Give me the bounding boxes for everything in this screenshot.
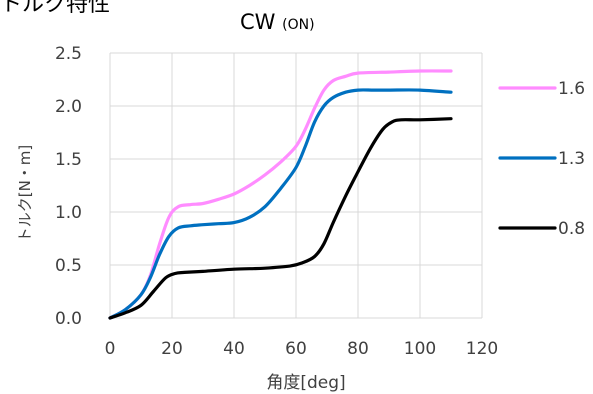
axes: 0.0 0.5 1.0 1.5 2.0 2.5 0 20 40 60 80 100 120 角度[deg]… [16,44,498,393]
y-axis-title: トルク[N・m] [16,145,34,243]
y-tick-label: 0.0 [55,309,82,329]
series-line-0.8 [108,117,453,320]
x-tick-label: 120 [466,339,498,359]
series-line-1.6 [108,69,453,320]
header-title-partial: トルク特性 [0,0,111,17]
x-tick-label: 40 [223,339,245,359]
chart-title: CW (ON) [240,10,315,34]
y-tick-label: 2.0 [55,97,82,117]
legend-label: 0.8 [558,219,585,239]
legend-label: 1.3 [558,149,585,169]
x-tick-label: 60 [285,339,307,359]
series-line-1.3 [108,88,453,320]
legend: 1.6 1.3 0.8 [498,79,585,239]
x-tick-label: 20 [161,339,183,359]
y-tick-label: 0.5 [55,256,82,276]
x-tick-label: 0 [105,339,116,359]
series-layer [108,69,453,320]
y-tick-label: 1.0 [55,203,82,223]
chart-title-suffix: (ON) [282,17,315,33]
grid-lines [109,52,483,319]
y-tick-label: 2.5 [55,44,82,64]
x-tick-label: 100 [404,339,436,359]
x-tick-label: 80 [347,339,369,359]
y-tick-label: 1.5 [55,150,82,170]
chart-title-text: CW [240,10,276,34]
legend-label: 1.6 [558,79,585,99]
x-axis-title: 角度[deg] [266,373,345,393]
